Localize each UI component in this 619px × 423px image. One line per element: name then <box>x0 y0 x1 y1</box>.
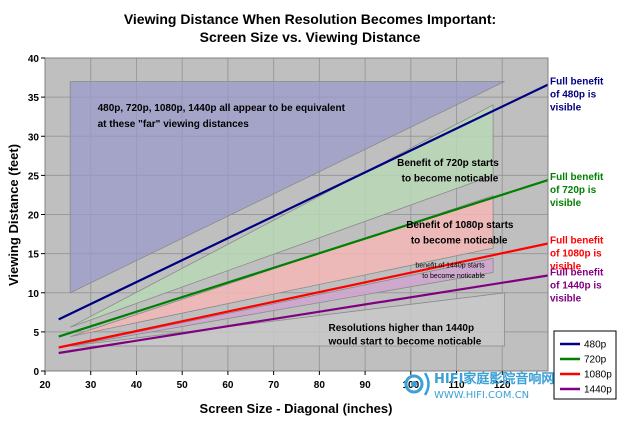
x-tick-label-4: 60 <box>222 380 234 391</box>
legend-label-480p: 480p <box>584 340 607 351</box>
legend-label-720p: 720p <box>584 355 607 366</box>
x-tick-label-0: 20 <box>39 380 51 391</box>
annotations: 480p, 720p, 1080p, 1440p all appear to b… <box>98 103 514 347</box>
y-tick-label-0: 0 <box>33 367 39 378</box>
y-axis-ticks: 0 5 10 15 20 25 30 35 40 <box>28 54 45 378</box>
legend-box <box>553 330 617 400</box>
y-tick-label-1: 5 <box>33 328 39 339</box>
watermark-logo <box>404 372 430 396</box>
chart-subtitle: Screen Size vs. Viewing Distance <box>200 29 421 45</box>
region-1440p <box>70 257 494 347</box>
edge-label-0: Full benefit of 480p is visible <box>550 77 604 114</box>
x-tick-label-3: 50 <box>177 380 189 391</box>
series-lines <box>58 83 549 355</box>
watermark-url: WWW.HIFI.COM.CN <box>434 390 529 401</box>
y-tick-label-4: 20 <box>28 211 40 222</box>
legend-label-1440p: 1440p <box>584 385 612 396</box>
y-tick-label-2: 10 <box>28 289 40 300</box>
y-tick-label-7: 35 <box>28 93 40 104</box>
x-tick-label-8: 100 <box>402 380 419 391</box>
region-far <box>69 81 505 294</box>
series-line-1440p <box>58 274 549 355</box>
y-tick-label-6: 30 <box>28 132 40 143</box>
x-axis-ticks: 20 30 40 50 60 70 80 90 100 110 120 <box>39 371 511 391</box>
x-tick-label-2: 40 <box>131 380 143 391</box>
annotation-9: would start to become noticable <box>328 336 482 347</box>
annotation-1: at these "far" viewing distances <box>98 119 250 130</box>
x-tick-label-1: 30 <box>85 380 97 391</box>
x-axis-title: Screen Size - Diagonal (inches) <box>200 401 393 416</box>
annotation-2: Benefit of 720p starts <box>397 158 499 169</box>
region-higher <box>70 292 506 347</box>
annotation-8: Resolutions higher than 1440p <box>329 323 475 334</box>
edge-label-2: Full benefit of 1080p is visible <box>550 235 604 272</box>
x-tick-label-6: 80 <box>314 380 326 391</box>
x-tick-label-9: 110 <box>448 380 465 391</box>
annotation-3: to become noticable <box>402 174 499 185</box>
annotation-6: benefit of 1440p starts <box>415 263 485 270</box>
edge-label-3: Full benefit of 1440p is visible <box>550 268 604 305</box>
annotation-0: 480p, 720p, 1080p, 1440p all appear to b… <box>98 103 346 114</box>
y-tick-label-5: 25 <box>28 171 40 182</box>
y-axis-title: Viewing Distance (feet) <box>6 144 21 286</box>
x-tick-label-5: 70 <box>268 380 280 391</box>
chart-title: Viewing Distance When Resolution Becomes… <box>124 11 496 27</box>
y-tick-label-8: 40 <box>28 54 40 65</box>
series-line-1080p <box>58 242 549 349</box>
legend: 480p 720p 1080p 1440p <box>553 330 617 400</box>
annotation-5: to become noticable <box>411 235 508 246</box>
series-line-480p <box>58 83 549 321</box>
series-line-720p <box>58 179 549 338</box>
x-tick-label-7: 90 <box>360 380 372 391</box>
watermark-brand: HIFI家庭影院音响网 <box>434 371 554 387</box>
y-tick-label-3: 15 <box>28 250 40 261</box>
edge-labels: Full benefit of 480p is visible Full benefi… <box>550 77 604 305</box>
annotation-7: to become noticable <box>422 273 485 280</box>
legend-label-1080p: 1080p <box>584 370 612 381</box>
annotation-4: Benefit of 1080p starts <box>406 220 514 231</box>
x-tick-label-10: 120 <box>494 380 511 391</box>
watermark: HIFI家庭影院音响网 WWW.HIFI.COM.CN <box>404 371 554 401</box>
edge-label-1: Full benefit of 720p is visible <box>550 172 604 209</box>
